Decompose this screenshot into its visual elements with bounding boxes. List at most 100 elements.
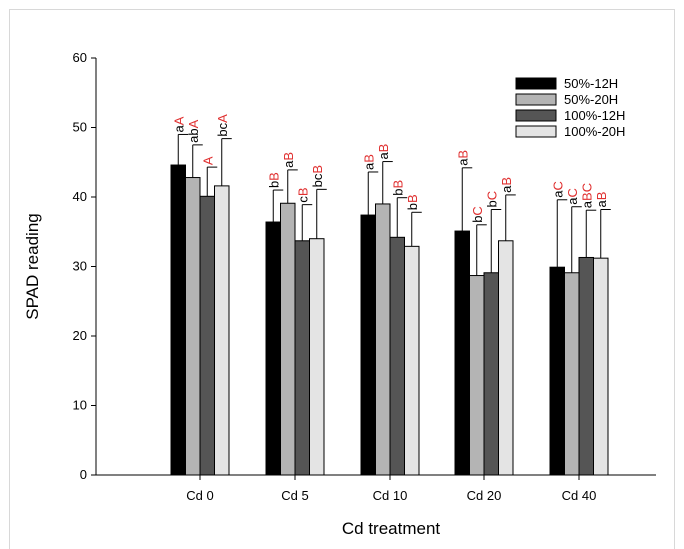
- letter-uppercase: B: [455, 150, 470, 159]
- letter-lowercase: a: [594, 200, 609, 208]
- y-tick-label: 50: [73, 120, 87, 135]
- letter-uppercase: A: [186, 119, 201, 128]
- letter-uppercase: C: [470, 206, 485, 215]
- letter-uppercase: B: [390, 180, 405, 189]
- y-tick-label: 30: [73, 259, 87, 274]
- y-tick-label: 0: [80, 467, 87, 482]
- legend-swatch: [515, 125, 557, 138]
- bar: [404, 245, 420, 476]
- bar: [170, 164, 186, 476]
- legend-label: 50%-12H: [564, 76, 618, 91]
- significance-letter: aB: [594, 192, 609, 208]
- letter-lowercase: a: [565, 197, 580, 205]
- letter-lowercase: a: [376, 152, 391, 160]
- bar: [265, 221, 281, 476]
- letter-uppercase: B: [405, 194, 420, 203]
- letter-uppercase: C: [484, 191, 499, 200]
- letter-lowercase: bc: [215, 122, 230, 136]
- letter-lowercase: ab: [186, 128, 201, 142]
- x-axis-title: Cd treatment: [342, 519, 441, 538]
- bar: [389, 236, 405, 476]
- y-tick-label: 40: [73, 189, 87, 204]
- y-axis-title: SPAD reading: [23, 213, 42, 319]
- significance-letter: aB: [499, 177, 514, 193]
- bar: [483, 272, 499, 476]
- legend-label: 50%-20H: [564, 92, 618, 107]
- legend-swatch: [515, 93, 557, 106]
- significance-letter: aC: [550, 181, 565, 198]
- y-tick-label: 60: [73, 50, 87, 65]
- bar: [593, 257, 609, 476]
- letter-lowercase: a: [171, 124, 186, 132]
- letter-lowercase: b: [470, 216, 485, 223]
- bar: [578, 256, 594, 476]
- x-tick-label: Cd 10: [373, 488, 408, 503]
- significance-letter: aB: [281, 152, 296, 168]
- significance-letter: bB: [390, 180, 405, 196]
- significance-letter: bcB: [310, 165, 325, 187]
- letter-uppercase: A: [171, 116, 186, 125]
- letter-lowercase: a: [499, 185, 514, 193]
- letter-uppercase: C: [550, 181, 565, 190]
- letter-uppercase: C: [565, 188, 580, 197]
- significance-letter: abA: [186, 119, 201, 142]
- letter-uppercase: B: [361, 154, 376, 163]
- y-tick-label: 20: [73, 328, 87, 343]
- letter-uppercase: B: [295, 187, 310, 196]
- bar: [214, 185, 230, 476]
- letter-uppercase: B: [376, 144, 391, 153]
- significance-letter: aB: [455, 150, 470, 166]
- axes: 0 10 20 30 40 50 60 Cd 0 Cd 5 Cd 10 Cd 20 Cd 40: [73, 50, 656, 503]
- bar: [549, 266, 565, 476]
- bar: [199, 195, 215, 476]
- letter-lowercase: a: [579, 200, 594, 208]
- legend-swatch: [515, 77, 557, 90]
- letter-lowercase: b: [266, 181, 281, 188]
- letter-uppercase: B: [594, 192, 609, 201]
- letter-lowercase: b: [390, 188, 405, 195]
- x-tick-label: Cd 20: [467, 488, 502, 503]
- figure-frame: 0 10 20 30 40 50 60 Cd 0 Cd 5 Cd 10 Cd 20 Cd 40 aA b…: [9, 9, 675, 549]
- significance-letter: bB: [266, 172, 281, 188]
- significance-letter: aA: [171, 116, 186, 132]
- bar: [375, 203, 391, 476]
- bars: [170, 164, 609, 476]
- letter-lowercase: a: [455, 158, 470, 166]
- bar: [360, 214, 376, 476]
- x-tick-label: Cd 5: [281, 488, 308, 503]
- bar: [294, 240, 310, 476]
- letter-lowercase: bc: [310, 173, 325, 187]
- significance-letter: A: [200, 156, 215, 165]
- letter-uppercase: A: [200, 156, 215, 165]
- significance-letter: bC: [484, 191, 499, 208]
- legend-label: 100%-12H: [564, 108, 625, 123]
- bar: [309, 238, 325, 476]
- significance-letter: bcA: [215, 114, 230, 137]
- legend-label: 100%-20H: [564, 124, 625, 139]
- significance-letter: aBC: [579, 183, 594, 208]
- bar: [280, 202, 296, 476]
- letter-lowercase: a: [281, 160, 296, 168]
- letter-uppercase: B: [499, 177, 514, 186]
- letter-lowercase: b: [484, 200, 499, 207]
- significance-letter: cB: [295, 187, 310, 202]
- letter-lowercase: b: [405, 203, 420, 210]
- bar: [498, 240, 514, 476]
- significance-letter: aB: [361, 154, 376, 170]
- y-tick-label: 10: [73, 398, 87, 413]
- letter-uppercase: B: [266, 172, 281, 181]
- letter-lowercase: c: [295, 196, 310, 203]
- letter-uppercase: BC: [579, 183, 594, 201]
- significance-letter: aB: [376, 144, 391, 160]
- bar: [454, 230, 470, 476]
- bar: [564, 272, 580, 476]
- legend-swatch: [515, 109, 557, 122]
- error-bars: [177, 133, 611, 276]
- significance-letter: bB: [405, 194, 420, 210]
- letter-uppercase: B: [281, 152, 296, 161]
- letter-uppercase: B: [310, 165, 325, 174]
- bar: [469, 275, 485, 476]
- letter-uppercase: A: [215, 114, 230, 123]
